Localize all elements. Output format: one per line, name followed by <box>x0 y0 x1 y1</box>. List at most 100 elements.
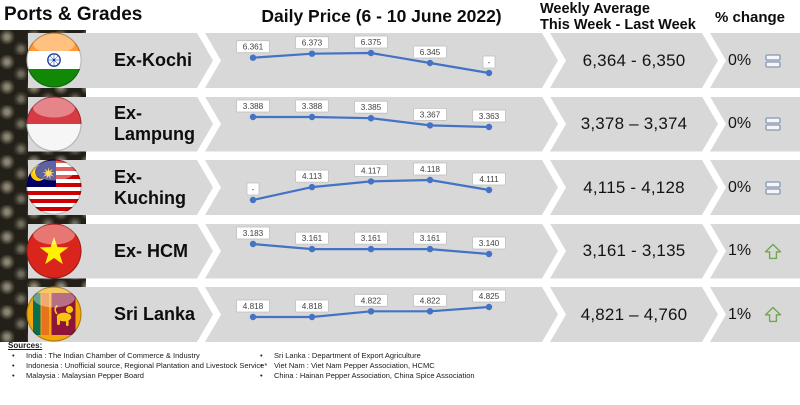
svg-text:3.161: 3.161 <box>361 234 382 243</box>
svg-text:3.140: 3.140 <box>479 239 500 248</box>
percent-change-value: 0% <box>727 51 752 69</box>
svg-text:3.388: 3.388 <box>302 102 323 111</box>
svg-text:-: - <box>252 185 255 194</box>
svg-text:4.822: 4.822 <box>361 296 382 305</box>
chart-point-label: 6.375 <box>355 36 388 48</box>
port-row: Ex-Kochi 6.361 6.373 6.375 6.345 - 6,364… <box>0 32 800 88</box>
source-item: China : Hainan Pepper Association, China… <box>256 371 556 381</box>
no-change-icon <box>765 180 781 195</box>
percent-change-band: 1% <box>710 287 800 342</box>
chart-point-label: 3.183 <box>237 227 270 239</box>
port-label: Ex-Kuching <box>114 166 186 208</box>
indonesia-flag-icon <box>26 95 82 152</box>
sources-left-column: India : The Indian Chamber of Commerce &… <box>8 351 267 381</box>
svg-text:3.363: 3.363 <box>479 112 500 121</box>
daily-price-sparkline: 4.818 4.818 4.822 4.822 4.825 <box>205 287 558 342</box>
percent-change-value: 0% <box>727 178 752 196</box>
port-row: Ex-Kuching - 4.113 4.117 4.118 4.111 4,1… <box>0 159 800 215</box>
port-label: Sri Lanka <box>114 304 196 324</box>
svg-text:3.367: 3.367 <box>420 110 441 119</box>
chart-point-label: 4.118 <box>414 163 447 175</box>
chart-point-label: - <box>247 183 259 195</box>
percent-change-band: 0% <box>710 96 800 152</box>
svg-text:3.385: 3.385 <box>361 103 382 112</box>
daily-price-chart-band: 3.183 3.161 3.161 3.161 3.140 <box>205 224 558 279</box>
percent-change-value: 0% <box>727 115 752 132</box>
percent-change-band: 0% <box>710 33 800 88</box>
svg-text:6.373: 6.373 <box>302 39 323 48</box>
source-item: Sri Lanka : Department of Export Agricul… <box>256 351 556 361</box>
source-item: Viet Nam : Viet Nam Pepper Association, … <box>256 361 556 371</box>
svg-text:6.345: 6.345 <box>420 48 441 57</box>
chart-point-label: 4.111 <box>473 173 506 185</box>
port-label: Ex-Lampung <box>114 103 195 144</box>
chart-point-label: 3.367 <box>414 108 447 120</box>
chart-point-label: 3.140 <box>473 237 506 249</box>
chart-point-label: 4.818 <box>296 300 329 312</box>
daily-price-chart-band: 3.388 3.388 3.385 3.367 3.363 <box>205 97 558 152</box>
port-row: Ex- HCM 3.183 3.161 3.161 3.161 3.140 3,… <box>0 222 800 279</box>
chart-point-label: 3.161 <box>296 232 329 244</box>
chart-point-label: 3.388 <box>296 100 329 112</box>
svg-text:4.117: 4.117 <box>361 166 381 175</box>
svg-text:4.822: 4.822 <box>420 296 441 305</box>
chart-point-label: 6.373 <box>296 37 329 49</box>
chart-point-label: 6.345 <box>414 46 447 58</box>
svg-text:6.375: 6.375 <box>361 38 382 47</box>
source-item: Malaysia : Malaysian Pepper Board <box>8 371 254 381</box>
sources-title: Sources: <box>8 341 43 350</box>
weekly-average-value: 4,115 - 4,128 <box>583 177 685 197</box>
weekly-average-value: 4,821 – 4,760 <box>580 304 688 324</box>
weekly-average-header-line2: This Week - Last Week <box>540 16 696 33</box>
chart-point-label: 3.161 <box>355 232 388 244</box>
chart-point-label: 6.361 <box>237 41 270 53</box>
svg-text:3.161: 3.161 <box>420 234 441 243</box>
chart-point-label: 3.388 <box>237 100 270 112</box>
port-row: Sri Lanka 4.818 4.818 4.822 4.822 4.825 … <box>0 286 800 342</box>
svg-text:4.818: 4.818 <box>243 302 264 311</box>
up-arrow-icon <box>764 243 782 259</box>
weekly-average-value: 3,161 - 3,135 <box>582 241 686 260</box>
percent-change-value: 1% <box>727 242 752 259</box>
chart-point-label: 4.113 <box>296 170 329 182</box>
percent-change-header: % change <box>714 9 786 26</box>
daily-price-sparkline: 6.361 6.373 6.375 6.345 - <box>205 33 558 88</box>
chart-point-label: 4.822 <box>414 294 447 306</box>
weekly-average-value: 6,364 - 6,350 <box>582 50 686 70</box>
weekly-average-header-line1: Weekly Average <box>540 1 650 17</box>
weekly-average-value: 3,378 – 3,374 <box>580 114 688 133</box>
source-item: Indonesia : Unofficial source, Regional … <box>8 361 267 371</box>
port-label: Ex-Kochi <box>114 50 193 70</box>
daily-price-sparkline: 3.388 3.388 3.385 3.367 3.363 <box>205 97 558 152</box>
malaysia-flag-icon <box>26 159 82 215</box>
percent-change-band: 1% <box>710 223 800 279</box>
daily-price-chart-band: 6.361 6.373 6.375 6.345 - <box>205 33 558 88</box>
daily-price-chart-band: 4.818 4.818 4.822 4.822 4.825 <box>205 287 558 342</box>
svg-text:4.825: 4.825 <box>479 292 500 301</box>
sources-right-column: Sri Lanka : Department of Export Agricul… <box>256 351 556 380</box>
weekly-average-band: 6,364 - 6,350 <box>550 33 718 88</box>
daily-price-header: Daily Price (6 - 10 June 2022) <box>261 6 502 26</box>
svg-text:6.361: 6.361 <box>243 43 264 52</box>
chart-point-label: 4.822 <box>355 294 388 306</box>
weekly-average-header: Weekly Average This Week - Last Week <box>540 1 696 34</box>
percent-change-value: 1% <box>727 305 752 323</box>
svg-text:4.113: 4.113 <box>302 172 322 181</box>
daily-price-sparkline: 3.183 3.161 3.161 3.161 3.140 <box>205 224 558 279</box>
percent-change-band: 0% <box>710 160 800 215</box>
port-label: Ex- HCM <box>114 240 189 261</box>
svg-text:3.183: 3.183 <box>243 229 264 238</box>
sri-lanka-flag-icon <box>26 286 82 342</box>
daily-price-sparkline: - 4.113 4.117 4.118 4.111 <box>205 160 558 215</box>
up-arrow-icon <box>764 306 782 323</box>
daily-price-chart-band: - 4.113 4.117 4.118 4.111 <box>205 160 558 215</box>
no-change-icon <box>765 117 781 131</box>
svg-text:4.118: 4.118 <box>420 165 440 174</box>
ports-grades-header: Ports & Grades <box>4 4 143 25</box>
chart-point-label: 3.161 <box>414 232 447 244</box>
svg-text:3.161: 3.161 <box>302 234 323 243</box>
chart-point-label: 4.117 <box>355 164 388 176</box>
chart-point-label: 4.825 <box>473 290 506 302</box>
